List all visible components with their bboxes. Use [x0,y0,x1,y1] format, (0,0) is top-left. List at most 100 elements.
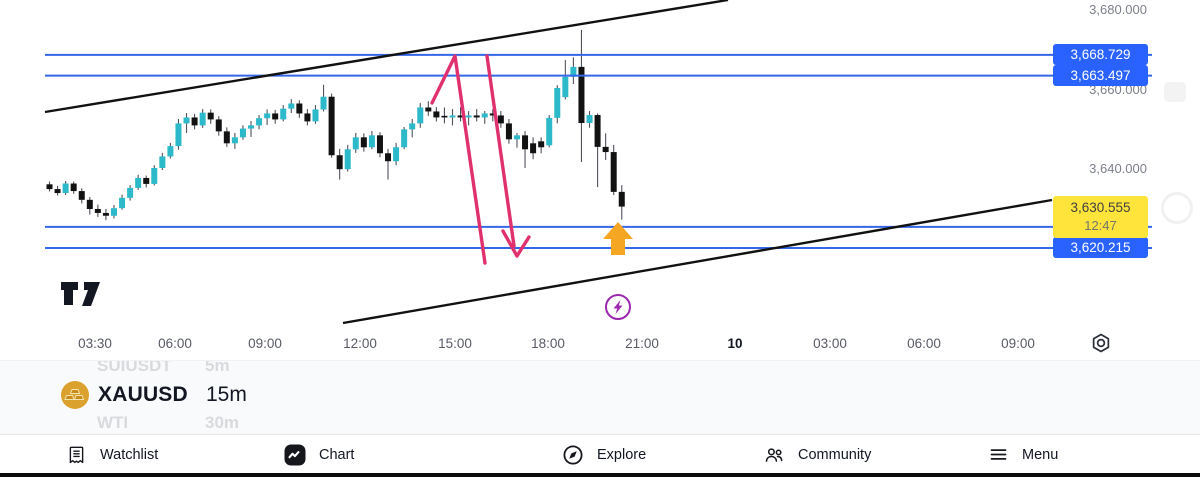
candle-body [191,117,198,126]
next-symbol-label: WTI [97,412,129,432]
candle-body [594,115,601,147]
next-symbol-row[interactable]: WTI 30m [60,413,285,432]
candle-body [312,109,319,122]
candle-body [102,212,109,216]
nav-explore[interactable]: Explore [562,435,646,474]
candle-body [505,123,512,140]
candle-body [215,119,222,132]
candle-body [425,107,432,112]
nav-chart-label: Chart [319,446,355,463]
candle-body [167,146,174,157]
candle-body [62,183,69,194]
candle-body [127,187,134,198]
chart-canvas[interactable] [0,0,1200,358]
candle-body [159,156,166,168]
active-symbol-row[interactable]: XAUUSD 15m [60,377,285,413]
candle-body [618,191,625,207]
faded-circle-button[interactable] [1161,192,1193,224]
pink-arrow-head[interactable] [501,229,531,258]
symbol-timeframe-picker[interactable]: SUIUSDT 5m XAUUSD 15m WTI 30m [60,361,285,434]
candle-body [360,137,367,148]
candle-body [546,117,553,146]
gold-ingots-icon [61,381,89,409]
candle-body [86,199,93,209]
candle-body [481,113,488,118]
candle-body [264,113,271,119]
trend-line[interactable] [342,198,1053,325]
timeframe-label: 15m [206,383,247,406]
prev-symbol-label: SUIUSDT [97,361,172,375]
time-axis[interactable]: 03:30 06:00 09:00 12:00 15:00 18:00 21:00 10 03:… [0,333,1200,359]
candle-body [554,87,561,118]
candle-body [207,112,214,120]
candle-body [151,167,158,184]
time-axis-tick: 15:00 [438,336,472,351]
time-axis-tick: 12:00 [343,336,377,351]
candle-body [441,115,448,118]
symbol-label: XAUUSD [98,383,188,406]
candle-body [393,147,400,162]
candle-body [336,155,343,170]
candle-body [465,115,472,118]
candle-body [368,135,375,148]
candle-body [409,123,416,130]
candle-body [239,128,246,138]
candle-body [135,177,142,188]
time-axis-tick: 09:00 [248,336,282,351]
candle-body [344,149,351,170]
candle-body [248,125,254,129]
pink-arrow-line[interactable] [485,54,516,248]
candle-body [473,115,480,118]
candle-body [94,208,101,213]
candle-body [497,115,504,124]
candle-body [280,108,287,120]
explore-compass-icon [563,444,583,465]
time-axis-tick: 06:00 [158,336,192,351]
trend-line[interactable] [44,0,729,114]
candle-body [513,135,520,140]
candle-body [175,123,182,147]
lightning-bolt-icon [613,300,623,314]
menu-hamburger-icon [990,449,1007,460]
candle-body [433,111,440,118]
candle-body [562,76,569,98]
prev-symbol-row[interactable]: SUIUSDT 5m [60,361,285,375]
candle-body [522,135,529,150]
candle-body [110,208,117,216]
candle-body [538,141,545,148]
candle-body [401,129,408,148]
candle-body [143,177,150,184]
candle-body [223,131,230,144]
candle-body [417,107,424,124]
nav-chart[interactable]: Chart [284,435,354,474]
candle-body [119,197,126,209]
candle-body [256,118,263,126]
nav-menu-label: Menu [1022,446,1059,463]
orange-up-arrow[interactable] [603,222,633,255]
candle-body [586,115,593,124]
candle-body [570,66,577,77]
candle-body [70,183,77,192]
candle-body [578,66,585,124]
candle-body [288,103,295,109]
tradingview-logo [61,282,100,306]
axis-settings-gear-icon[interactable] [1088,330,1114,356]
candle-body [231,137,238,144]
nav-community[interactable]: Community [763,435,871,474]
watchlist-icon [69,446,84,464]
time-axis-tick: 03:30 [78,336,112,351]
nav-menu[interactable]: Menu [988,435,1058,474]
pink-zigzag-line[interactable] [430,54,487,265]
candle-body [78,191,85,200]
candle-body [376,135,383,154]
nav-explore-label: Explore [597,446,647,463]
time-axis-tick: 18:00 [531,336,565,351]
faded-panel-button[interactable] [1164,82,1186,102]
community-people-icon [765,447,783,462]
nav-watchlist[interactable]: Watchlist [66,435,158,474]
candle-body [54,189,61,194]
candle-body [449,115,456,118]
candle-body [304,113,311,122]
time-axis-tick: 21:00 [625,336,659,351]
